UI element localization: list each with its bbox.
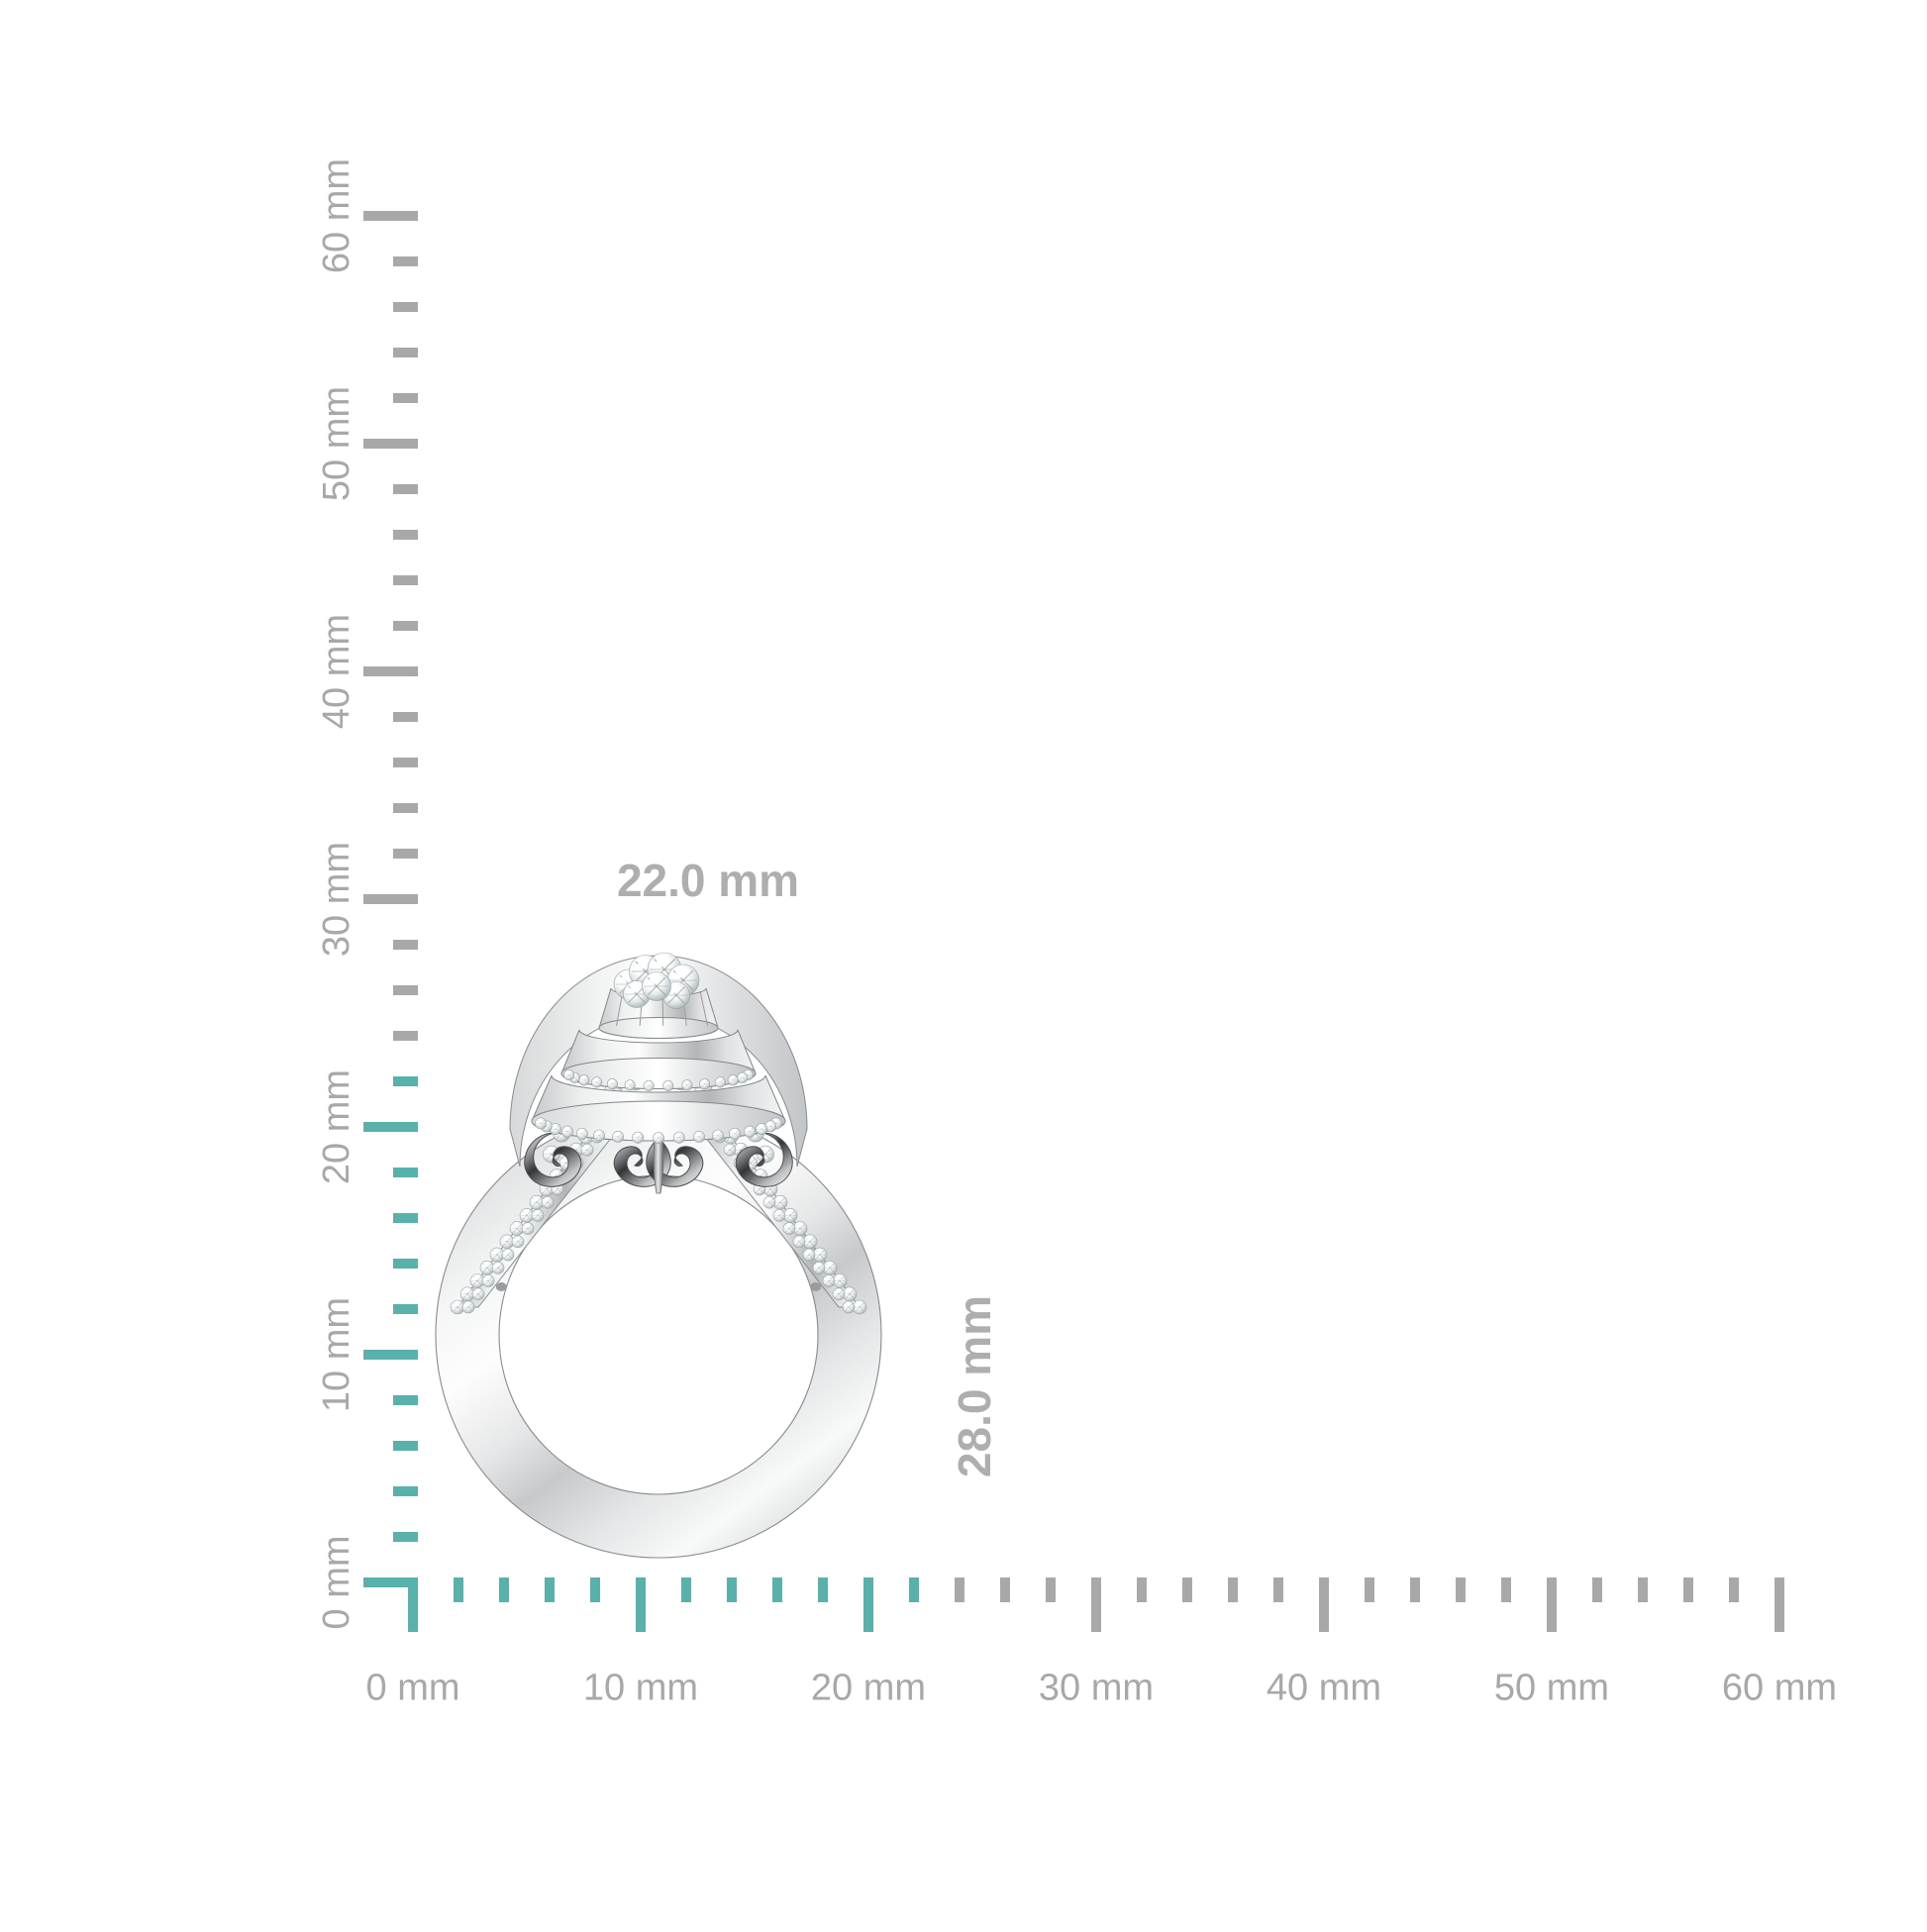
svg-text:40 mm: 40 mm (1267, 1667, 1381, 1708)
svg-text:60 mm: 60 mm (316, 158, 357, 273)
svg-text:10 mm: 10 mm (316, 1297, 357, 1412)
svg-text:60 mm: 60 mm (1722, 1667, 1837, 1708)
svg-text:50 mm: 50 mm (316, 386, 357, 501)
svg-text:28.0 mm: 28.0 mm (949, 1295, 1000, 1477)
svg-text:22.0 mm: 22.0 mm (617, 855, 799, 906)
svg-text:20 mm: 20 mm (316, 1069, 357, 1184)
svg-text:20 mm: 20 mm (811, 1667, 926, 1708)
svg-text:30 mm: 30 mm (1039, 1667, 1154, 1708)
svg-text:40 mm: 40 mm (316, 614, 357, 729)
svg-text:30 mm: 30 mm (316, 842, 357, 957)
svg-text:50 mm: 50 mm (1494, 1667, 1609, 1708)
svg-text:10 mm: 10 mm (583, 1667, 698, 1708)
svg-text:0 mm: 0 mm (366, 1667, 460, 1708)
svg-text:0 mm: 0 mm (316, 1536, 357, 1630)
